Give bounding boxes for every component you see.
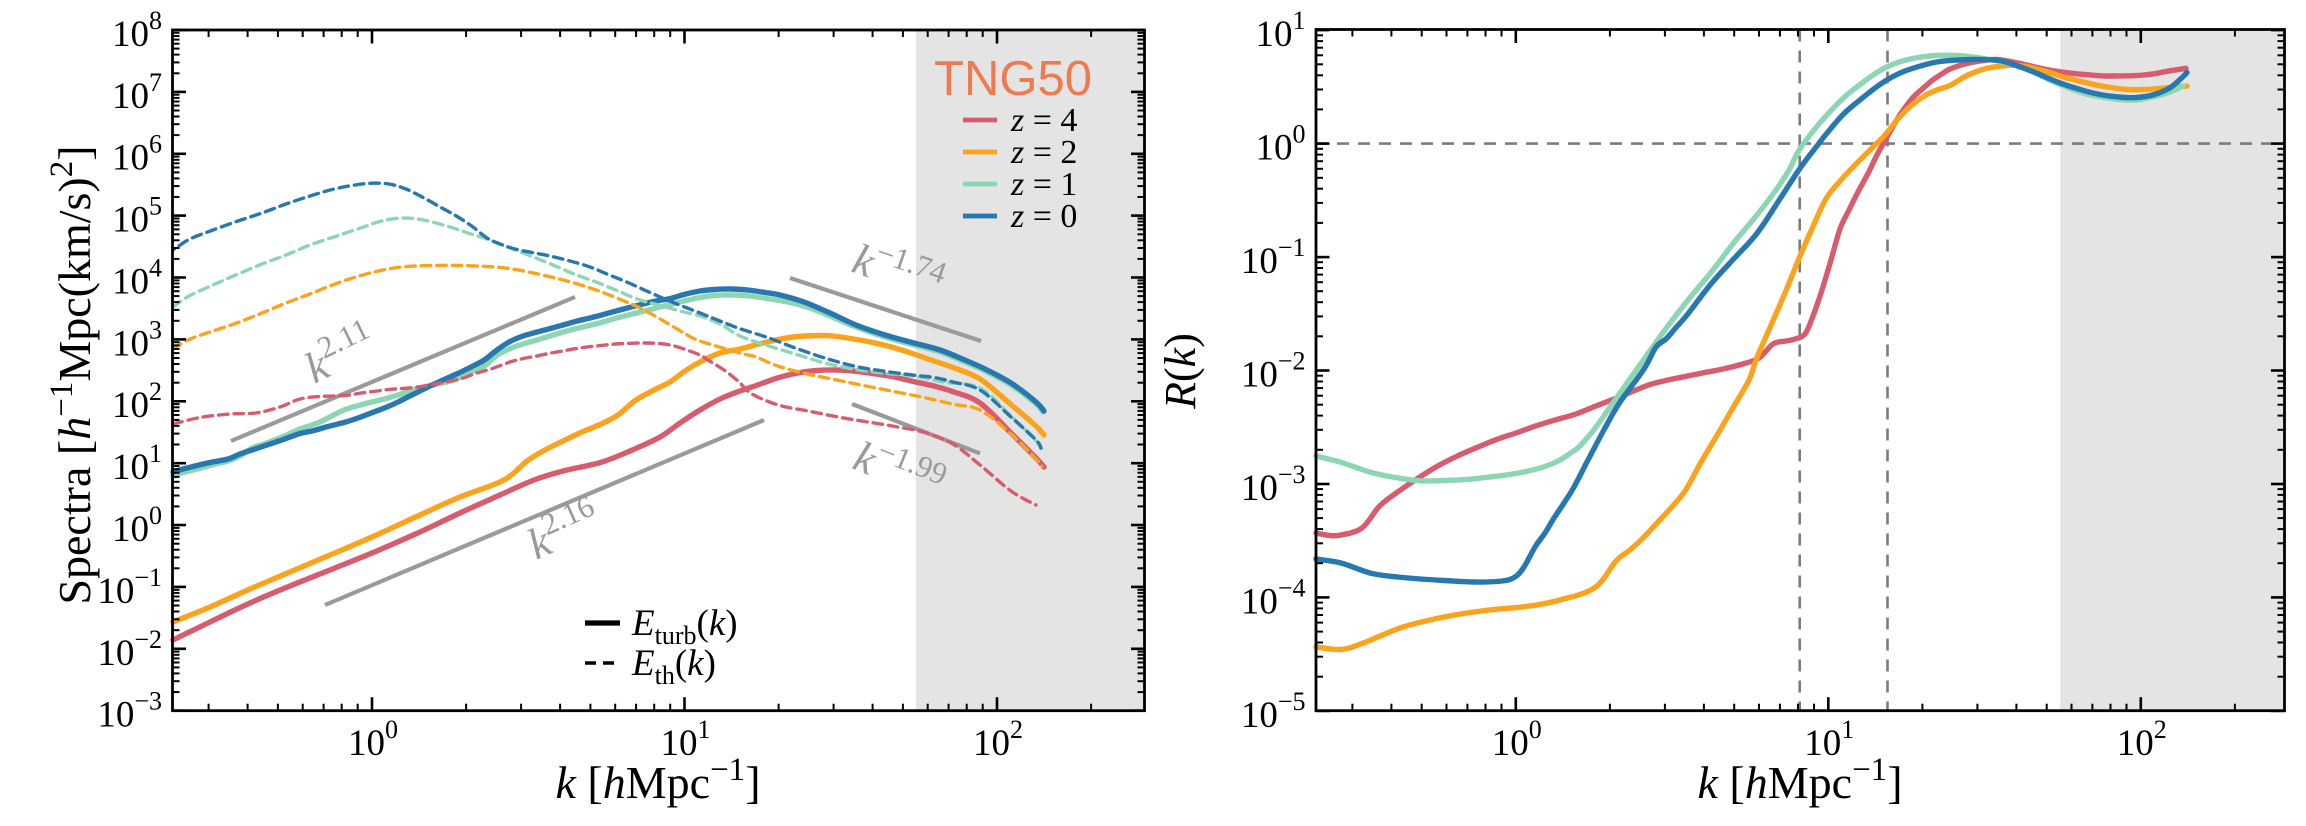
svg-text:102: 102 [112, 377, 162, 426]
svg-text:102: 102 [2117, 715, 2167, 764]
svg-text:102: 102 [973, 715, 1023, 764]
svg-text:108: 108 [112, 6, 162, 55]
svg-text:106: 106 [112, 130, 162, 179]
svg-text:10−4: 10−4 [1241, 573, 1306, 622]
svg-text:z = 0: z = 0 [1010, 198, 1077, 235]
svg-text:R(k): R(k) [1156, 333, 1205, 410]
svg-text:101: 101 [112, 439, 162, 488]
svg-text:Eturb(k): Eturb(k) [631, 603, 738, 650]
svg-text:z = 1: z = 1 [1010, 166, 1077, 203]
svg-text:k [hMpc−1]: k [hMpc−1] [555, 752, 760, 808]
svg-text:TNG50: TNG50 [934, 52, 1092, 106]
svg-text:Spectra [h−1Mpc(km/s)2]: Spectra [h−1Mpc(km/s)2] [44, 145, 100, 604]
svg-text:k [hMpc−1]: k [hMpc−1] [1697, 752, 1902, 808]
svg-text:z = 4: z = 4 [1010, 102, 1077, 139]
svg-text:z = 2: z = 2 [1010, 134, 1077, 171]
svg-text:10−1: 10−1 [1241, 233, 1306, 282]
